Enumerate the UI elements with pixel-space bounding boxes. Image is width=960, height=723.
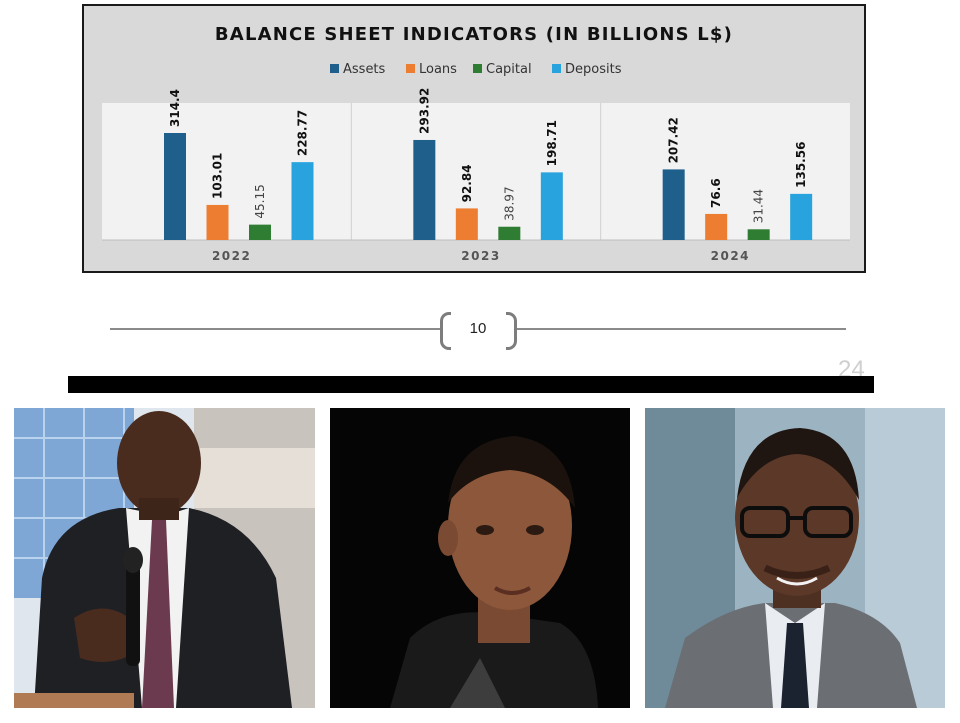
legend-swatch-assets (330, 64, 339, 73)
bar-deposits-2023 (540, 172, 563, 240)
data-label-deposits-2024: 135.56 (794, 142, 808, 188)
bar-assets-2022 (164, 133, 186, 240)
legend-label-capital: Capital (486, 62, 532, 77)
data-label-capital-2024: 31.44 (752, 189, 766, 223)
legend-swatch-deposits (552, 64, 561, 73)
bar-loans-2024 (705, 213, 728, 240)
balance-sheet-chart: BALANCE SHEET INDICATORS (IN BILLIONS L$… (82, 4, 866, 273)
bar-deposits-2024 (790, 193, 813, 240)
bar-capital-2024 (747, 229, 770, 240)
x-tick-label-2023: 2023 (461, 249, 500, 263)
legend-label-loans: Loans (419, 62, 457, 77)
portrait-photo-2 (330, 408, 630, 708)
x-tick-label-2024: 2024 (711, 249, 750, 263)
bar-loans-2023 (455, 208, 478, 240)
bracket-left-icon (440, 312, 451, 350)
bar-capital-2022 (249, 224, 271, 240)
data-label-loans-2022: 103.01 (211, 153, 225, 199)
page-number: 10 (469, 320, 487, 337)
data-label-loans-2023: 92.84 (460, 164, 474, 202)
bar-deposits-2022 (291, 162, 314, 240)
bracket-right-icon (506, 312, 517, 350)
data-label-loans-2024: 76.6 (709, 178, 723, 208)
data-label-assets-2024: 207.42 (667, 117, 681, 163)
data-label-assets-2022: 314.4 (168, 89, 182, 127)
portrait-photo-1 (14, 408, 315, 708)
data-label-deposits-2023: 198.71 (545, 120, 559, 166)
portrait-photo-3 (645, 408, 945, 708)
legend-swatch-loans (406, 64, 415, 73)
bar-capital-2023 (498, 226, 521, 240)
legend-swatch-capital (473, 64, 482, 73)
divider-line-right (516, 328, 846, 330)
data-label-capital-2022: 45.15 (253, 184, 267, 218)
data-label-assets-2023: 293.92 (417, 88, 431, 134)
chart-title: BALANCE SHEET INDICATORS (IN BILLIONS L$… (215, 24, 733, 45)
black-separator-band (68, 376, 874, 393)
x-tick-label-2022: 2022 (212, 249, 251, 263)
bar-assets-2023 (413, 139, 436, 240)
divider-line-left (110, 328, 440, 330)
data-label-capital-2023: 38.97 (502, 186, 516, 220)
bar-assets-2024 (662, 169, 685, 240)
legend-label-assets: Assets (343, 62, 386, 77)
data-label-deposits-2022: 228.77 (296, 110, 310, 156)
chart-canvas: BALANCE SHEET INDICATORS (IN BILLIONS L$… (102, 24, 850, 263)
legend-label-deposits: Deposits (565, 62, 622, 77)
bar-loans-2022 (206, 204, 229, 240)
